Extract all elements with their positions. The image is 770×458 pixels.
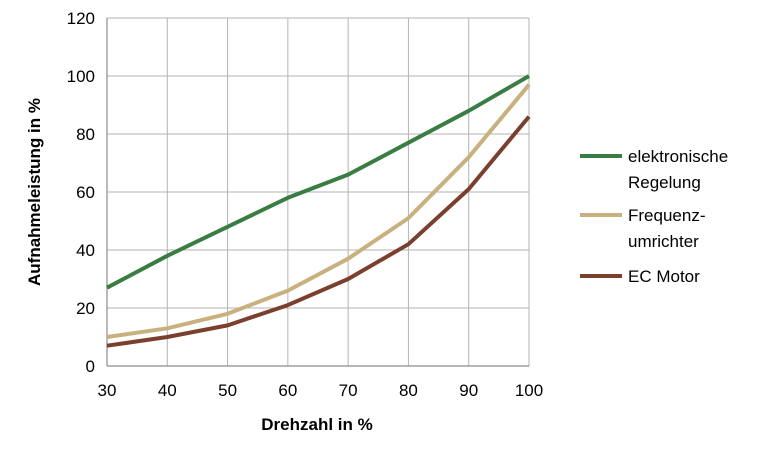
x-axis-ticks: 30 40 50 60 70 80 90 100 xyxy=(98,381,544,400)
y-axis-title: Aufnahmeleistung in % xyxy=(25,98,44,286)
y-tick-label: 60 xyxy=(76,183,95,202)
legend: elektronische Regelung Frequenz-umrichter E… xyxy=(580,147,728,286)
plot-frame xyxy=(106,18,529,367)
x-tick-label: 40 xyxy=(158,381,177,400)
y-tick-label: 100 xyxy=(67,67,95,86)
legend-entry-1: elektronische Regelung xyxy=(580,147,728,192)
x-tick-label: 100 xyxy=(515,381,543,400)
x-tick-label: 50 xyxy=(218,381,237,400)
x-axis-title: Drehzahl in % xyxy=(261,415,372,434)
x-tick-label: 90 xyxy=(459,381,478,400)
legend-label: umrichter xyxy=(628,232,699,251)
x-tick-label: 30 xyxy=(98,381,117,400)
y-tick-label: 80 xyxy=(76,125,95,144)
y-axis-ticks: 0 20 40 60 80 100 120 xyxy=(67,9,95,376)
x-tick-label: 80 xyxy=(399,381,418,400)
legend-label: EC Motor xyxy=(628,267,700,286)
legend-label: Regelung xyxy=(628,173,701,192)
y-tick-label: 0 xyxy=(86,357,95,376)
series-line-3 xyxy=(106,115,531,348)
series-line-2 xyxy=(106,83,531,339)
y-tick-label: 120 xyxy=(67,9,95,28)
x-tick-label: 60 xyxy=(278,381,297,400)
legend-label: Frequenz- xyxy=(628,206,705,225)
series-line-1 xyxy=(106,74,530,290)
legend-entry-3: EC Motor xyxy=(580,267,700,286)
y-tick-label: 20 xyxy=(76,299,95,318)
x-tick-label: 70 xyxy=(339,381,358,400)
grid xyxy=(106,17,530,367)
series-lines xyxy=(106,74,531,348)
legend-label: elektronische xyxy=(628,147,728,166)
legend-entry-2: Frequenz-umrichter xyxy=(580,206,705,251)
y-tick-label: 40 xyxy=(76,241,95,260)
